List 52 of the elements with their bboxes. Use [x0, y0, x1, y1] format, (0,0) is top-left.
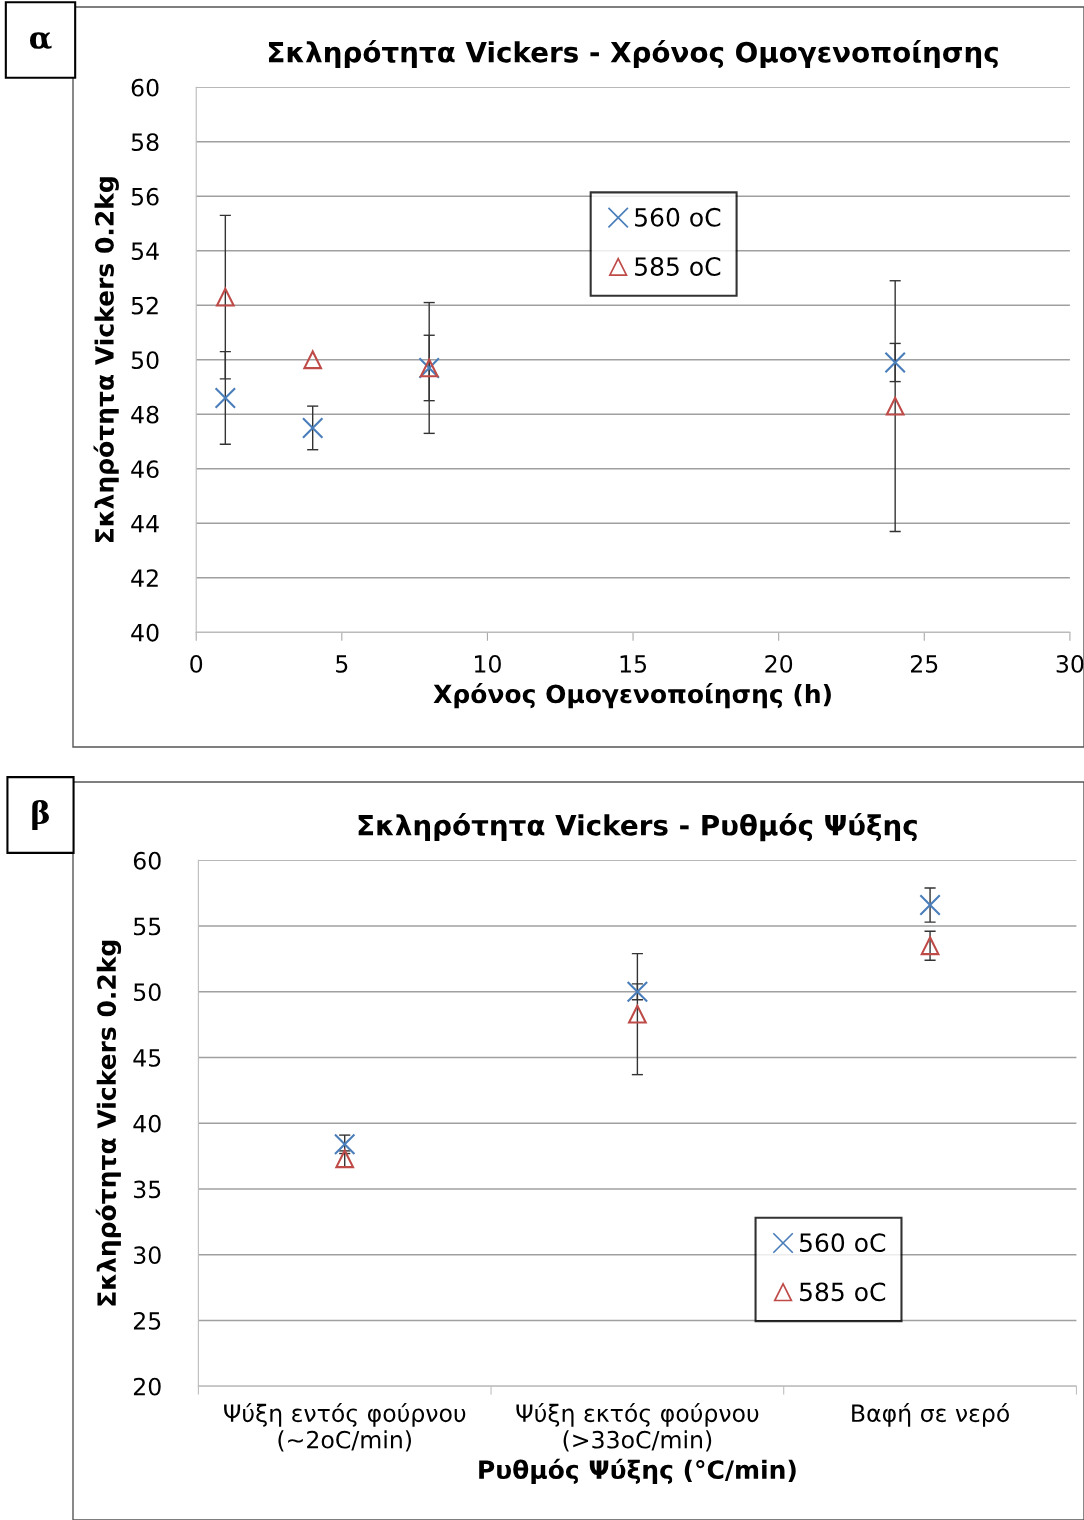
point — [884, 351, 906, 374]
y-tick-label: 42 — [131, 569, 158, 587]
y-tick-label: 46 — [131, 460, 159, 479]
legend-label: 560 oC — [635, 207, 721, 227]
y-tick-label: 40 — [131, 623, 159, 642]
point — [628, 1004, 647, 1024]
point — [303, 350, 323, 370]
legend-label: 560 oC — [799, 1233, 886, 1253]
x-tick-label: Βαφή σε νερό — [852, 1402, 1009, 1427]
y-axis-title: Σκληρότητα Vickers 0.2kg — [95, 940, 122, 1306]
x-axis-title: Ρυθμός Ψύξης (°C/min) — [479, 1458, 796, 1484]
point — [214, 387, 237, 409]
x-tick-label: 15 — [620, 655, 647, 673]
y-tick-label: 48 — [131, 405, 159, 424]
y-tick-label: 50 — [134, 983, 161, 1002]
y-tick-label: 60 — [133, 851, 161, 870]
y-tick-label: 35 — [134, 1180, 161, 1199]
text: α — [30, 32, 52, 49]
x-axis-title: Χρόνος Ομογενοποίησης (h) — [433, 682, 831, 709]
x-tick-label: 20 — [765, 654, 793, 673]
chart-title: Σκληρότητα Vickers - Χρόνος Ομογενοποίησης — [268, 40, 998, 69]
y-tick-label: 50 — [131, 351, 159, 370]
y-tick-label: 58 — [131, 133, 159, 152]
point — [215, 287, 235, 307]
legend-label: 585 oC — [635, 257, 721, 276]
point — [885, 396, 905, 416]
y-tick-label: 25 — [133, 1311, 161, 1330]
y-tick-label: 30 — [134, 1246, 161, 1265]
point — [920, 936, 940, 956]
text: β — [32, 800, 49, 830]
y-tick-label: 52 — [131, 296, 158, 315]
y-tick-label: 40 — [133, 1114, 161, 1133]
y-tick-label: 44 — [131, 515, 159, 533]
y-tick-label: 60 — [131, 78, 159, 97]
y-tick-label: 20 — [133, 1377, 161, 1396]
point — [626, 981, 649, 1003]
y-tick-label: 56 — [131, 187, 159, 206]
x-tick-label: Ψύξη εκτός φούρνου (>33oC/min) — [516, 1402, 759, 1452]
y-tick-label: 55 — [134, 917, 161, 936]
x-tick-label: 30 — [1056, 654, 1084, 673]
point — [919, 894, 941, 916]
x-tick-label: 10 — [475, 654, 501, 673]
point — [301, 417, 324, 439]
chart-title: Σκληρότητα Vickers - Ρυθμός Ψύξης — [358, 813, 917, 842]
x-tick-label: 25 — [911, 654, 938, 673]
legend-label: 585 oC — [799, 1282, 886, 1302]
x-tick-label: Ψύξη εντός φούρνου (~2oC/min) — [224, 1402, 466, 1452]
x-tick-label: 5 — [336, 655, 348, 673]
y-tick-label: 54 — [131, 242, 159, 261]
x-tick-label: 0 — [190, 654, 203, 673]
y-tick-label: 45 — [133, 1049, 161, 1067]
y-axis-title: Σκληρότητα Vickers 0.2kg — [93, 177, 119, 543]
